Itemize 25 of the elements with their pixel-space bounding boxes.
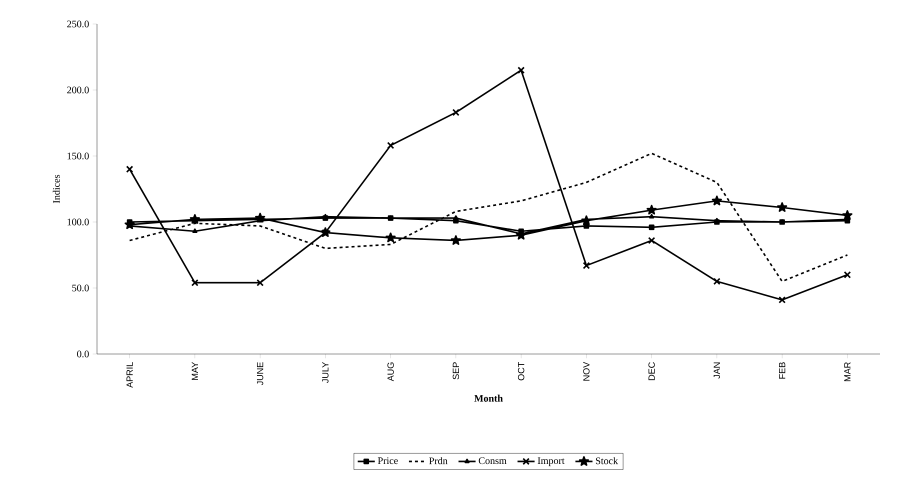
x-tick-label: FEB [779,362,786,379]
y-axis-title: Indices [52,174,60,204]
legend-label: Stock [596,457,618,464]
legend-label: Prdn [429,457,448,464]
x-tick-label: OCT [518,362,524,380]
legend-label: Consm [478,457,507,464]
y-tick-label: 150.0 [68,152,89,160]
y-tick-label: 0.0 [77,350,89,358]
x-tick-label: JULY [322,362,329,384]
y-tick-label: 100.0 [68,218,89,226]
legend-label: Import [538,457,565,466]
x-tick-label: MAY [192,362,198,380]
y-tick-label: 200.0 [67,86,89,94]
x-tick-label: SEP [452,362,460,380]
y-tick-label: 50.0 [72,284,89,292]
x-tick-label: JAN [714,362,720,379]
x-axis-title: Month [474,394,503,402]
x-tick-label: APRIL [126,362,133,388]
x-tick-label: MAR [844,362,850,382]
x-tick-label: AUG [387,362,394,382]
x-tick-label: JUNE [256,362,264,386]
y-tick-label: 250.0 [67,20,89,28]
x-tick-label: DEC [648,362,655,380]
x-tick-label: NOV [583,362,590,381]
legend-label: Price [378,457,398,464]
